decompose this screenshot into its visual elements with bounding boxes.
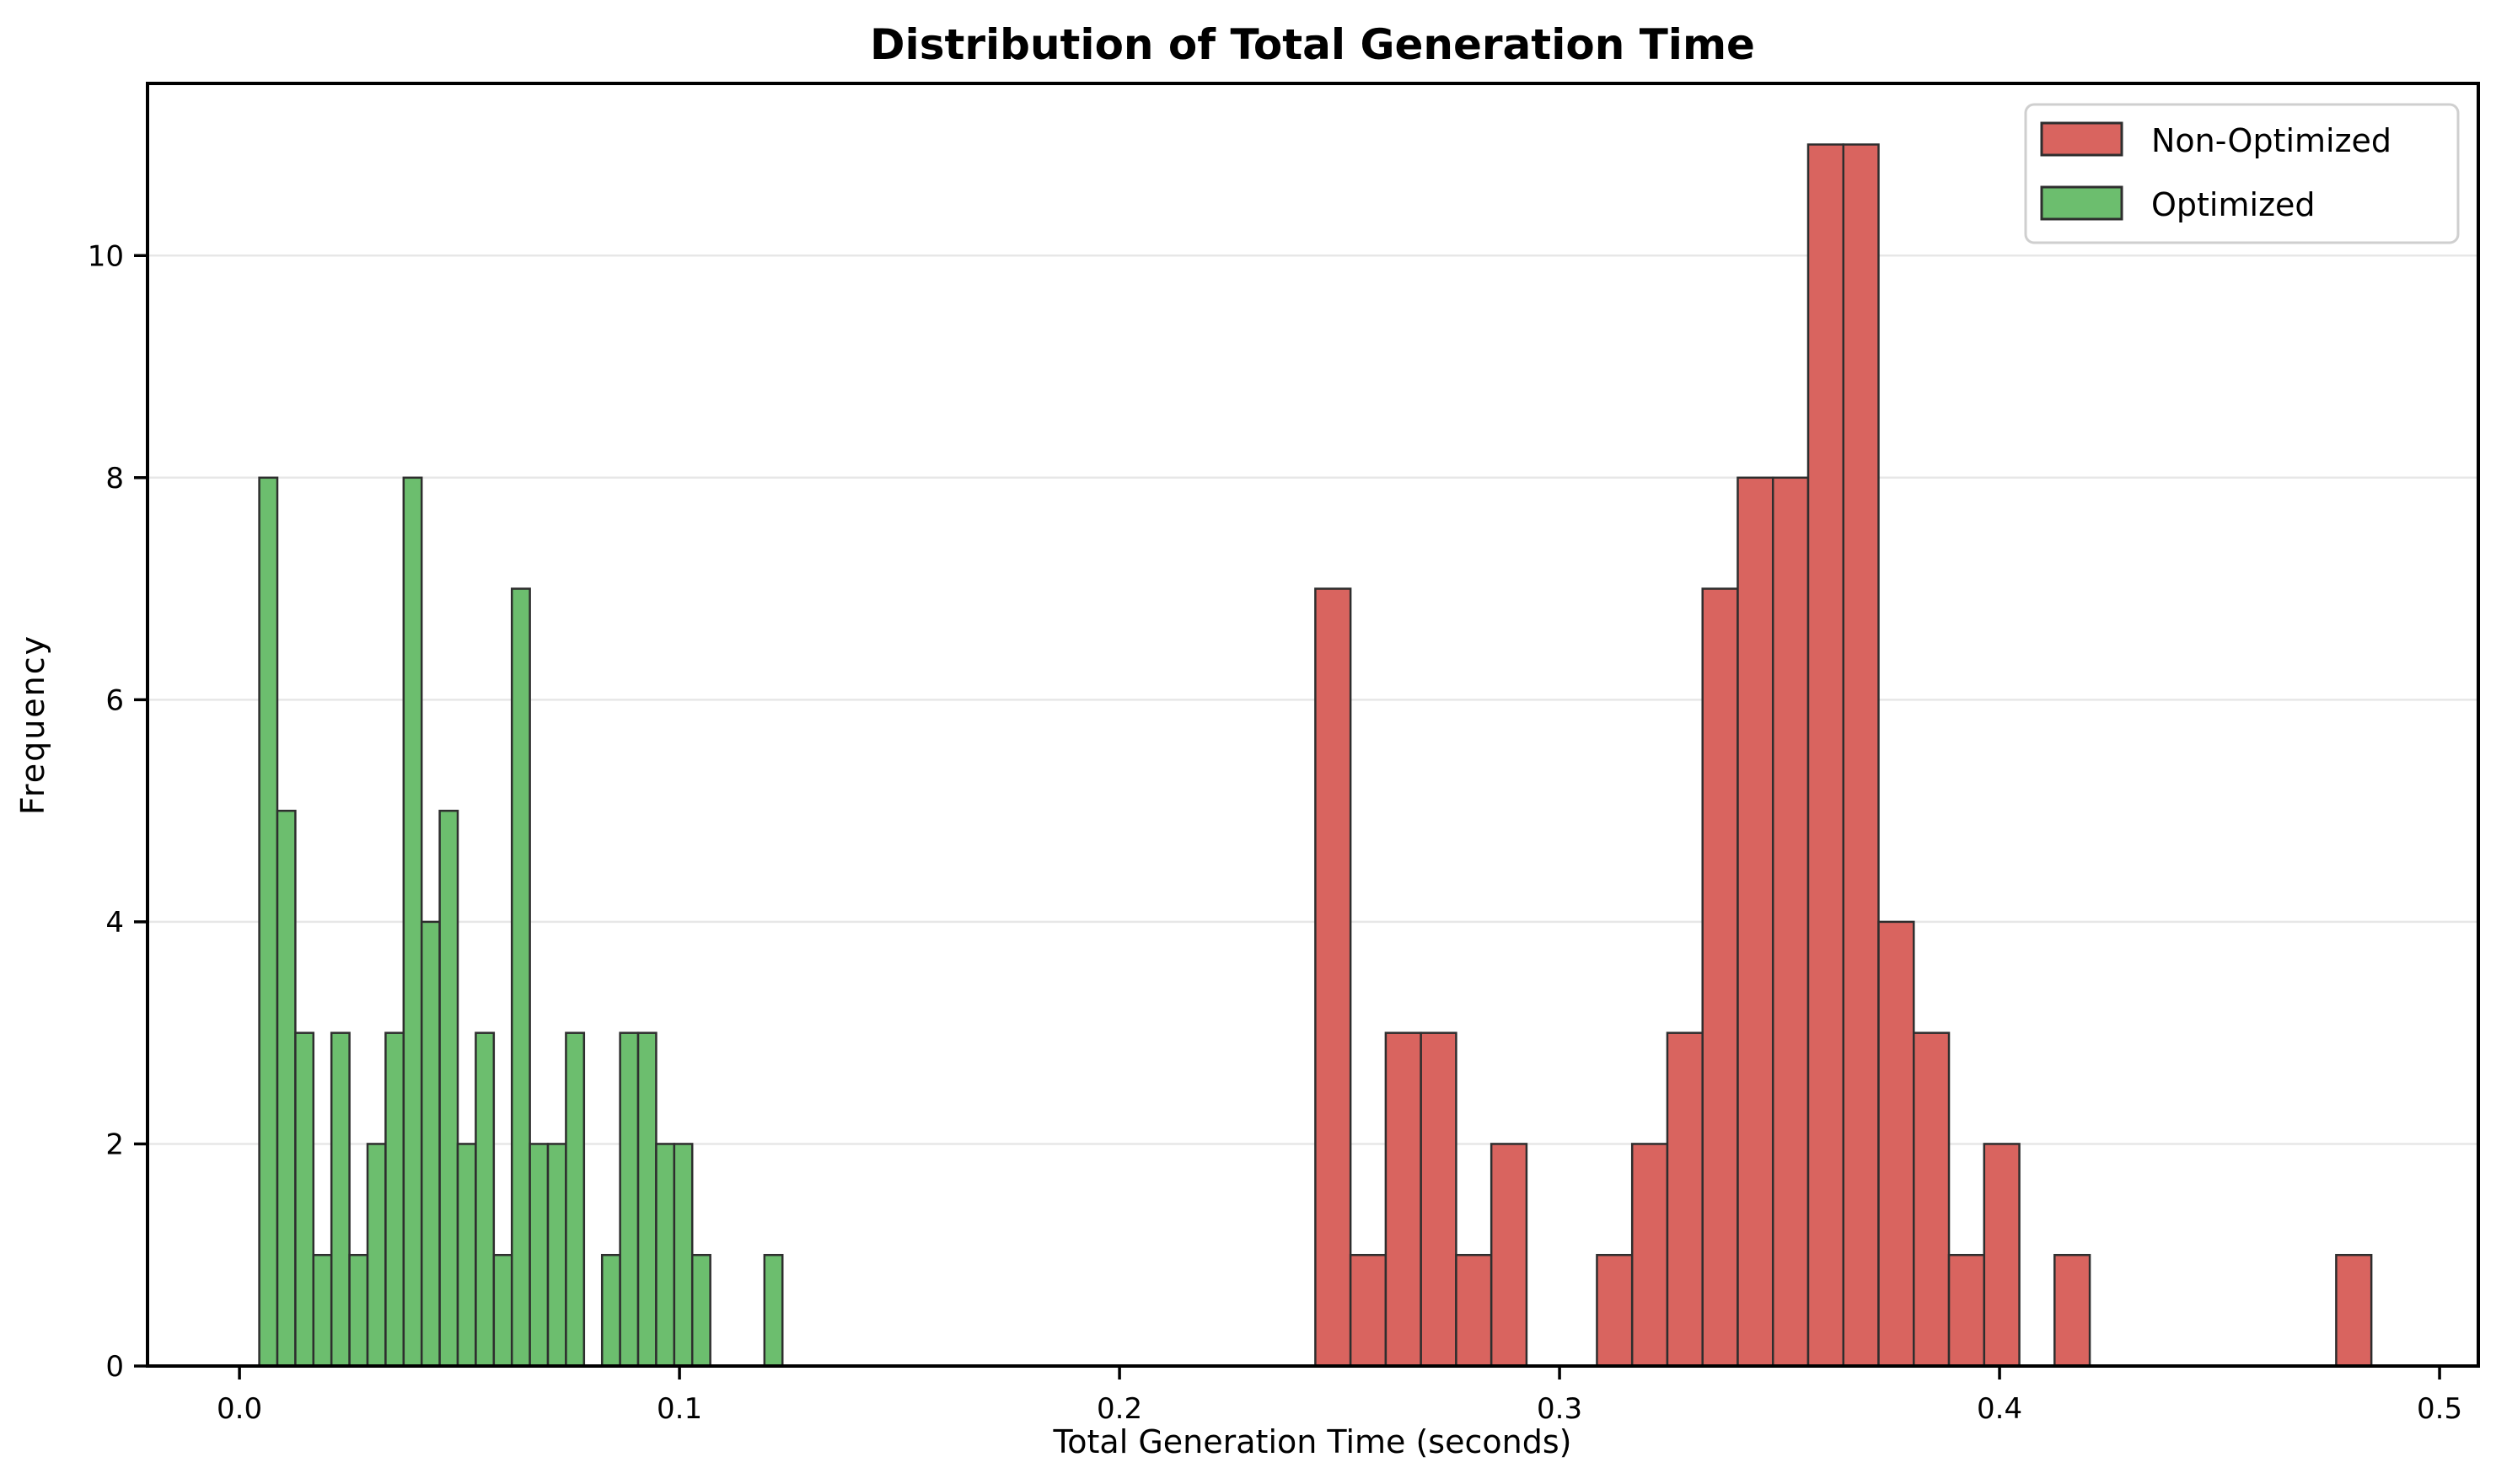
optimized-bar xyxy=(330,1031,351,1368)
legend-label-non-optimized: Non-Optimized xyxy=(2151,122,2391,159)
x-tick-label: 0.1 xyxy=(657,1392,702,1426)
optimized-bar xyxy=(492,1253,513,1368)
optimized-bar xyxy=(546,1143,567,1368)
non-optimized-bar xyxy=(1455,1253,1493,1368)
optimized-bar xyxy=(456,1143,477,1368)
non-optimized-bar xyxy=(1842,143,1880,1368)
gridlines xyxy=(149,254,2477,1145)
optimized-bar xyxy=(600,1253,621,1368)
optimized-bar xyxy=(763,1253,784,1368)
legend-label-optimized: Optimized xyxy=(2151,186,2316,223)
histogram-bars xyxy=(258,143,2373,1368)
plot-border xyxy=(146,82,2480,1368)
legend-swatch-optimized xyxy=(2040,185,2123,221)
optimized-bar xyxy=(636,1031,658,1368)
optimized-bar xyxy=(384,1031,405,1368)
non-optimized-bar xyxy=(1983,1143,2021,1368)
non-optimized-bar xyxy=(2335,1253,2373,1368)
non-optimized-bar xyxy=(1771,476,1810,1368)
y-axis-ticks: 0 2 4 6 8 10 xyxy=(88,239,148,1384)
non-optimized-bar xyxy=(1736,476,1774,1368)
non-optimized-bar xyxy=(2053,1253,2091,1368)
non-optimized-bar xyxy=(1666,1031,1704,1368)
optimized-bar xyxy=(402,476,423,1368)
non-optimized-bar xyxy=(1384,1031,1422,1368)
optimized-bar xyxy=(475,1031,496,1368)
non-optimized-bar xyxy=(1596,1253,1634,1368)
non-optimized-bar xyxy=(1420,1031,1457,1368)
y-tick-label: 4 xyxy=(105,906,124,940)
non-optimized-bar xyxy=(1806,143,1845,1368)
x-tick-label: 0.5 xyxy=(2417,1392,2462,1426)
optimized-bar xyxy=(529,1143,550,1368)
optimized-bar xyxy=(312,1253,333,1368)
optimized-bar xyxy=(276,809,297,1368)
chart-title: Distribution of Total Generation Time xyxy=(870,20,1755,69)
optimized-bar xyxy=(690,1253,711,1368)
legend-swatch-non-optimized xyxy=(2040,121,2123,157)
y-tick-label: 8 xyxy=(105,462,124,496)
optimized-bar xyxy=(655,1143,676,1368)
optimized-bar xyxy=(294,1031,315,1368)
x-tick-label: 0.3 xyxy=(1537,1392,1582,1426)
y-tick-label: 10 xyxy=(88,239,124,273)
optimized-bar xyxy=(420,920,441,1368)
non-optimized-bar xyxy=(1314,587,1352,1368)
non-optimized-bar xyxy=(1349,1253,1388,1368)
y-tick-label: 2 xyxy=(105,1128,124,1161)
optimized-bar xyxy=(510,587,531,1368)
optimized-bar xyxy=(438,809,459,1368)
optimized-bar xyxy=(348,1253,369,1368)
legend-box xyxy=(2024,103,2460,244)
non-optimized-bar xyxy=(1490,1143,1528,1368)
optimized-bar xyxy=(258,476,279,1368)
y-tick-label: 6 xyxy=(105,683,124,717)
non-optimized-bar xyxy=(1630,1143,1669,1368)
x-tick-label: 0.0 xyxy=(217,1392,262,1426)
optimized-bar xyxy=(619,1031,640,1368)
y-tick-label: 0 xyxy=(105,1350,124,1384)
x-axis-ticks: 0.0 0.1 0.2 0.3 0.4 0.5 xyxy=(217,1366,2462,1426)
legend: Non-Optimized Optimized xyxy=(2024,103,2460,244)
non-optimized-bar xyxy=(1913,1031,1951,1368)
optimized-bar xyxy=(673,1143,694,1368)
optimized-bar xyxy=(565,1031,586,1368)
non-optimized-bar xyxy=(1947,1253,1986,1368)
optimized-bar xyxy=(366,1143,387,1368)
y-axis-label: Frequency xyxy=(14,635,51,815)
non-optimized-bar xyxy=(1877,920,1915,1368)
x-axis-label: Total Generation Time (seconds) xyxy=(1053,1423,1572,1460)
x-tick-label: 0.2 xyxy=(1097,1392,1142,1426)
non-optimized-bar xyxy=(1701,587,1739,1368)
x-tick-label: 0.4 xyxy=(1977,1392,2022,1426)
